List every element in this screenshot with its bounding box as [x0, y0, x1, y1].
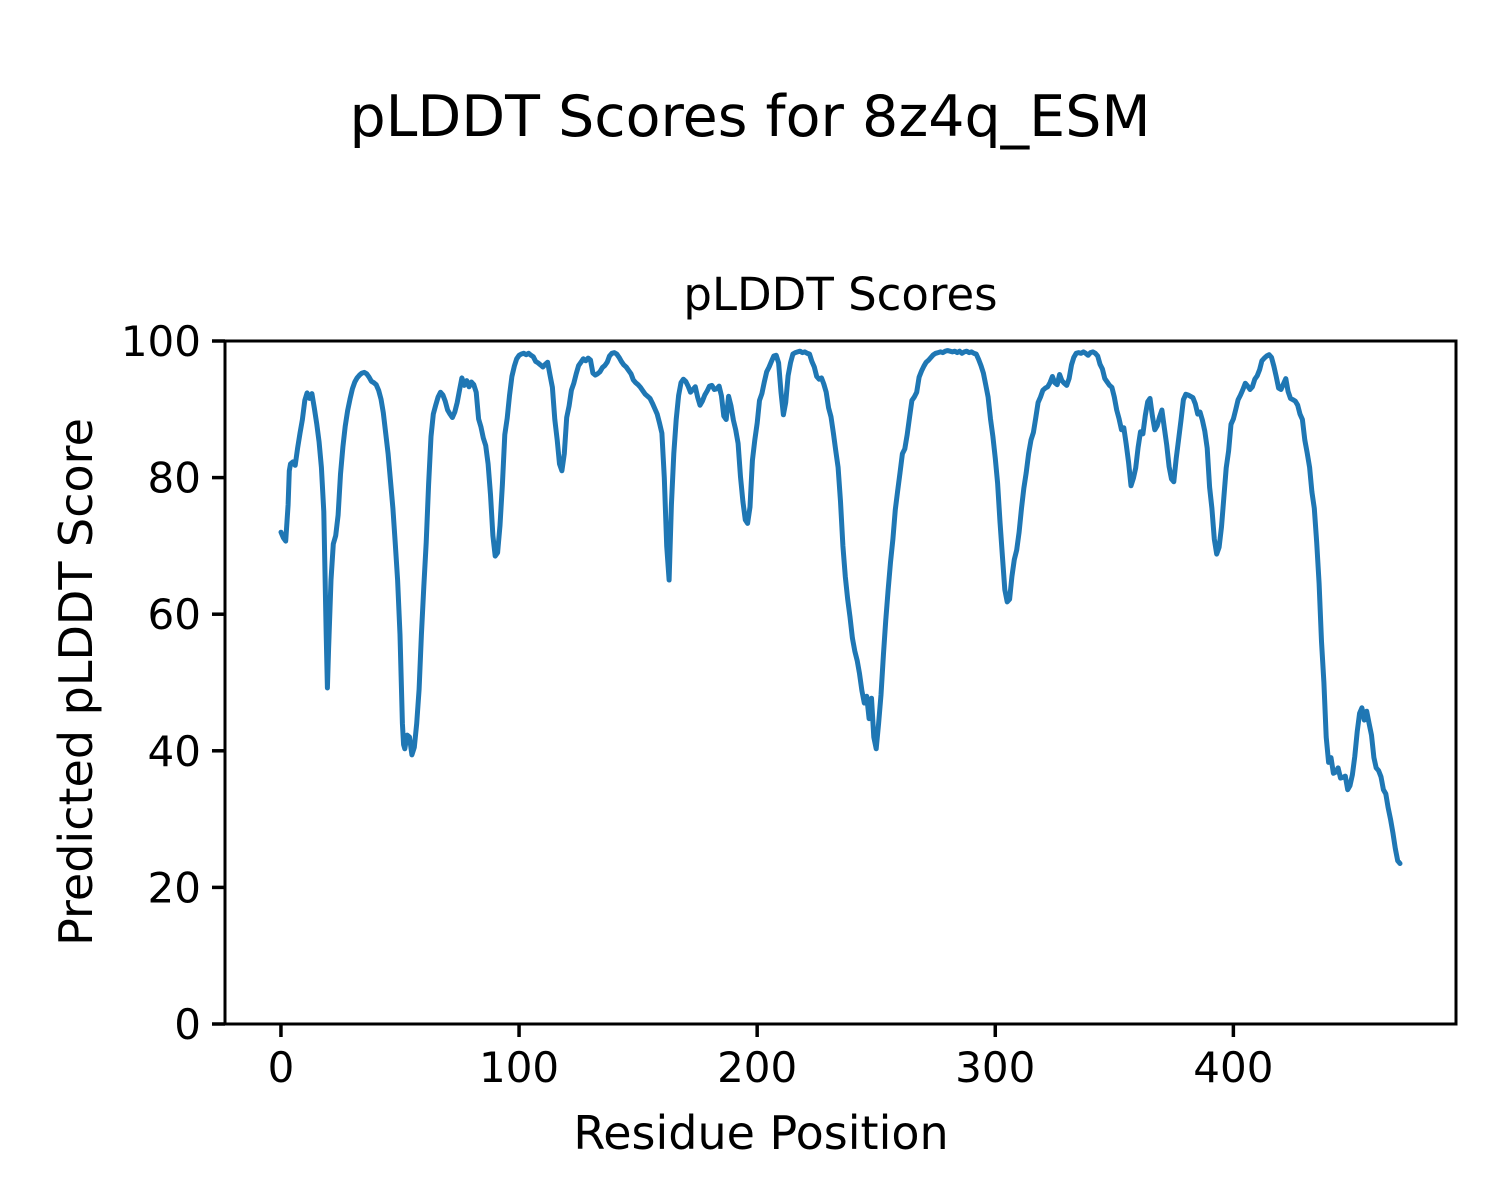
x-tick-label: 400	[1193, 1043, 1273, 1092]
y-tick-label: 0	[174, 1000, 201, 1049]
x-axis-label: Residue Position	[573, 1106, 949, 1160]
y-tick-label: 20	[148, 863, 201, 912]
axes-title: pLDDT Scores	[683, 268, 998, 321]
x-tick-label: 300	[955, 1043, 1035, 1092]
x-tick-label: 0	[268, 1043, 295, 1092]
x-tick-label: 200	[717, 1043, 797, 1092]
x-tick-label: 100	[479, 1043, 559, 1092]
axes-border	[223, 339, 1458, 1026]
plddt-line-series	[278, 348, 1403, 866]
figure-title: pLDDT Scores for 8z4q_ESM	[349, 84, 1151, 150]
y-tick-label: 60	[148, 590, 201, 639]
y-tick-label: 100	[121, 317, 201, 366]
y-axis-label: Predicted pLDDT Score	[49, 418, 103, 946]
y-tick-label: 80	[148, 454, 201, 503]
y-tick-label: 40	[148, 727, 201, 776]
